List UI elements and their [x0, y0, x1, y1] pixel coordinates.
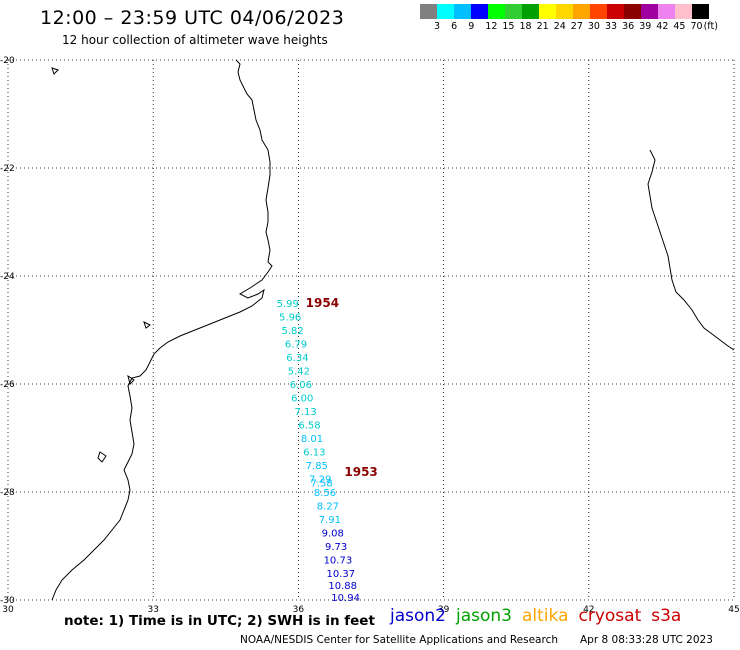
credit-timestamp: Apr 8 08:33:28 UTC 2023 [580, 634, 713, 646]
legend-label: 27 [570, 21, 583, 32]
legend-swatch [573, 4, 590, 19]
satellite-legend: jason2 jason3 altika cryosat s3a [390, 606, 691, 626]
legend-label: 12 [485, 21, 498, 32]
small-island-a [143, 321, 151, 329]
legend-swatch [641, 4, 658, 19]
satellite-name: altika [522, 606, 569, 626]
map-subtitle: 12 hour collection of altimeter wave hei… [62, 33, 328, 47]
wave-height-label: 6.34 [286, 353, 308, 364]
satellite-name: cryosat [578, 606, 642, 626]
grid-lines [7, 59, 735, 601]
legend-swatches [420, 4, 740, 19]
legend-label: 70 [690, 21, 703, 32]
legend-label: 9 [468, 21, 475, 32]
legend-swatch [658, 4, 675, 19]
legend-label: 39 [639, 21, 652, 32]
pass-number-label: 1954 [306, 296, 339, 310]
lat-tick-label: -22 [0, 164, 15, 174]
footer-note: note: 1) Time is in UTC; 2) SWH is in fe… [64, 613, 375, 629]
lon-tick-label: 39 [438, 605, 450, 615]
legend-swatch [505, 4, 522, 19]
lat-tick-label: -28 [0, 488, 15, 498]
legend-label: 33 [605, 21, 618, 32]
wave-height-label: 10.73 [324, 555, 353, 566]
wave-height-label: 7.58 [311, 479, 333, 490]
wave-height-label: 8.56 [314, 488, 336, 499]
legend-swatch [590, 4, 607, 19]
wave-height-label: 5.99 [277, 299, 299, 310]
observation-labels: 5.99 5.96 5.82 6.79 6.34 5.42 6.06 6.00 7.13 6.58… [277, 299, 360, 604]
lon-tick-label: 30 [2, 605, 14, 615]
legend-label: 45 [673, 21, 686, 32]
legend-unit: (ft) [703, 21, 718, 32]
satellite-name: s3a [651, 606, 682, 626]
legend-label: 36 [622, 21, 635, 32]
pass-number-label: 1953 [344, 465, 377, 479]
small-island-b [97, 451, 107, 463]
small-island-c [51, 67, 59, 75]
lon-tick-label: 36 [293, 605, 305, 615]
wave-height-label: 5.42 [288, 366, 310, 377]
legend-swatch [692, 4, 709, 19]
wave-height-label: 6.13 [303, 447, 325, 458]
wave-height-label: 6.00 [291, 393, 313, 404]
inhaca-island [127, 374, 135, 385]
legend-labels: 3 6 9 12 15 18 21 24 27 30 33 36 39 42 45 70 (ft) [420, 19, 740, 35]
wave-height-label: 7.29 [309, 474, 331, 485]
legend-swatch [454, 4, 471, 19]
legend-swatch [539, 4, 556, 19]
mozambique-coastline [51, 59, 273, 601]
color-legend: 3 6 9 12 15 18 21 24 27 30 33 36 39 42 45 70 (ft) [420, 4, 740, 40]
coastlines [51, 59, 735, 601]
wave-height-label: 8.27 [317, 501, 339, 512]
pass-labels: 1954 1953 [306, 296, 378, 479]
lat-tick-label: -30 [0, 596, 15, 606]
wave-height-label: 9.08 [322, 528, 344, 539]
legend-swatch [488, 4, 505, 19]
wave-height-label: 10.88 [328, 581, 357, 592]
wave-height-label: 7.91 [319, 515, 341, 526]
wave-height-label: 5.82 [281, 326, 303, 337]
legend-swatch [607, 4, 624, 19]
credit-text: NOAA/NESDIS Center for Satellite Applica… [240, 634, 558, 646]
wave-height-label: 6.79 [285, 339, 307, 350]
lat-tick-label: -26 [0, 380, 15, 390]
lat-tick-label: -24 [0, 272, 15, 282]
legend-swatch [437, 4, 454, 19]
wave-height-label: 8.01 [301, 434, 323, 445]
legend-swatch [675, 4, 692, 19]
wave-height-label: 10.94 [331, 593, 360, 604]
legend-swatch [624, 4, 641, 19]
lon-tick-label: 33 [147, 605, 158, 615]
lon-tick-label: 42 [583, 605, 594, 615]
map-title: 12:00 – 23:59 UTC 04/06/2023 [40, 7, 345, 29]
legend-label: 18 [519, 21, 532, 32]
legend-swatch [522, 4, 539, 19]
legend-label: 6 [451, 21, 458, 32]
legend-label: 30 [587, 21, 600, 32]
satellite-name: jason2 [390, 606, 446, 626]
legend-label: 42 [656, 21, 669, 32]
wave-height-label: 6.06 [290, 380, 312, 391]
wave-height-label: 9.73 [325, 542, 347, 553]
legend-label: 24 [553, 21, 566, 32]
legend-swatch [420, 4, 437, 19]
wave-height-label: 10.37 [326, 569, 355, 580]
wave-height-label: 7.13 [295, 407, 317, 418]
legend-label: 3 [434, 21, 441, 32]
legend-swatch [556, 4, 573, 19]
satellite-name: jason3 [456, 606, 512, 626]
legend-swatch [471, 4, 488, 19]
legend-label: 21 [536, 21, 549, 32]
lat-tick-label: -20 [0, 56, 15, 66]
lon-tick-label: 45 [728, 605, 739, 615]
madagascar-coastline [647, 149, 735, 351]
wave-height-label: 6.58 [298, 420, 320, 431]
wave-height-label: 7.85 [306, 461, 328, 472]
wave-height-label: 5.96 [279, 312, 301, 323]
legend-label: 15 [502, 21, 515, 32]
axis-labels: 30 33 36 39 42 45 -20 -22 -24 -26 -28 -30 [0, 56, 740, 615]
